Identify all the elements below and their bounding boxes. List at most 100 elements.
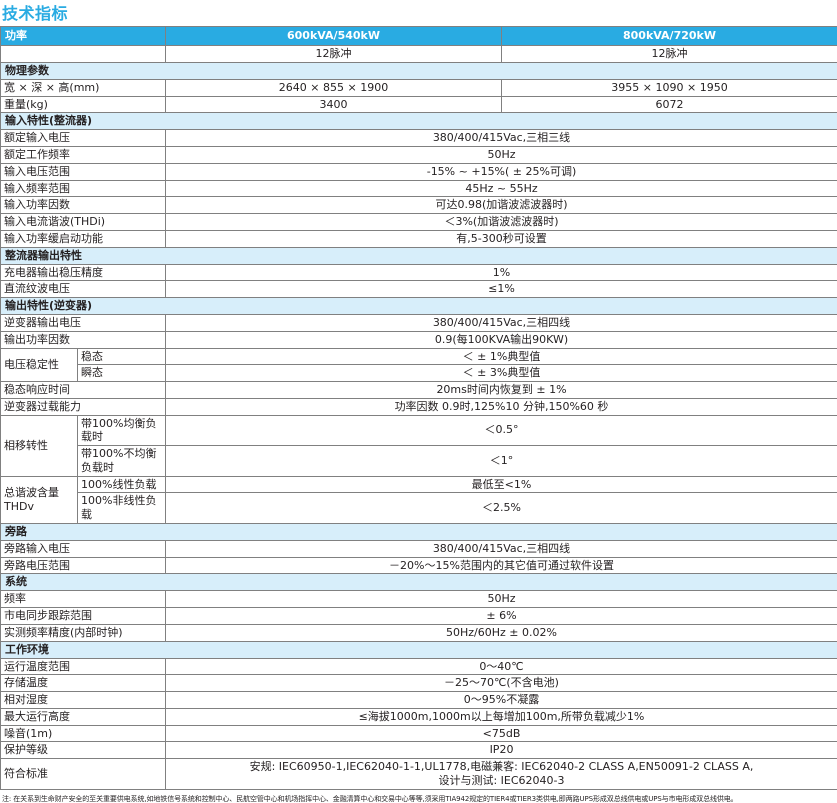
table-section-band: 系统 [1, 574, 837, 591]
table-row: 输入电压范围-15% ~ +15%( ± 25%可调) [1, 163, 837, 180]
cell-value: ≤1% [166, 281, 837, 298]
table-section-band: 整流器输出特性 [1, 247, 837, 264]
row-label: 充电器输出稳压精度 [1, 264, 166, 281]
cell-value: ＜3%(加谐波滤波器时) [166, 214, 837, 231]
cell-value: 可达0.98(加谐波滤波器时) [166, 197, 837, 214]
row-label: 宽 × 深 × 高(mm) [1, 79, 166, 96]
table-row: 直流纹波电压≤1% [1, 281, 837, 298]
cell-value: -15% ~ +15%( ± 25%可调) [166, 163, 837, 180]
cell-value: 0～95%不凝露 [166, 692, 837, 709]
table-row: 市电同步跟踪范围± 6% [1, 608, 837, 625]
cell-value: ＜2.5% [166, 493, 837, 524]
row-label: 额定输入电压 [1, 130, 166, 147]
cell-model-600: 3400 [166, 96, 502, 113]
section-title: 系统 [1, 574, 837, 591]
row-label: 逆变器过载能力 [1, 398, 166, 415]
table-section-band: 输入特性(整流器) [1, 113, 837, 130]
table-row: 输入功率因数可达0.98(加谐波滤波器时) [1, 197, 837, 214]
row-sublabel: 100%非线性负载 [78, 493, 166, 524]
row-sublabel: 稳态 [78, 348, 166, 365]
model-800-header: 800kVA/720kW [502, 27, 837, 46]
cell-value: 最低至<1% [166, 476, 837, 493]
cell-value: ＜1° [166, 446, 837, 477]
row-sublabel: 带100%均衡负载时 [78, 415, 166, 446]
row-label: 频率 [1, 591, 166, 608]
cell-value: 45Hz ~ 55Hz [166, 180, 837, 197]
row-label: 相对湿度 [1, 692, 166, 709]
row-label: 实测频率精度(内部时钟) [1, 624, 166, 641]
row-label: 输入频率范围 [1, 180, 166, 197]
row-label: 市电同步跟踪范围 [1, 608, 166, 625]
table-row: 实测频率精度(内部时钟)50Hz/60Hz ± 0.02% [1, 624, 837, 641]
table-row: 符合标准安规: IEC60950-1,IEC62040-1-1,UL1778,电… [1, 759, 837, 790]
section-title: 输入特性(整流器) [1, 113, 837, 130]
cell-value: 380/400/415Vac,三相三线 [166, 130, 837, 147]
table-section-band: 旁路 [1, 523, 837, 540]
table-row: 100%非线性负载＜2.5% [1, 493, 837, 524]
cell-value: ＜ ± 1%典型值 [166, 348, 837, 365]
cell-model-800: 6072 [502, 96, 837, 113]
cell-value: －20%～15%范围内的其它值可通过软件设置 [166, 557, 837, 574]
footnote: 注: 在关系到生命财产安全的至关重要供电系统,如地铁信号系统和控制中心、民航空管… [0, 790, 837, 803]
cell-model-600: 2640 × 855 × 1900 [166, 79, 502, 96]
cell-value: －25～70℃(不含电池) [166, 675, 837, 692]
row-label: 重量(kg) [1, 96, 166, 113]
table-row: 输入电流谐波(THDi)＜3%(加谐波滤波器时) [1, 214, 837, 231]
table-row: 电压稳定性稳态＜ ± 1%典型值 [1, 348, 837, 365]
model-600-header: 600kVA/540kW [166, 27, 502, 46]
table-row: 输入功率缓启动功能有,5-300秒可设置 [1, 230, 837, 247]
cell-value: 20ms时间内恢复到 ± 1% [166, 382, 837, 399]
row-label [1, 46, 166, 63]
row-sublabel: 瞬态 [78, 365, 166, 382]
row-label: 逆变器输出电压 [1, 315, 166, 332]
cell-value: <75dB [166, 725, 837, 742]
cell-value: IP20 [166, 742, 837, 759]
row-label: 输入功率因数 [1, 197, 166, 214]
cell-value: 380/400/415Vac,三相四线 [166, 315, 837, 332]
cell-value: 安规: IEC60950-1,IEC62040-1-1,UL1778,电磁兼客:… [166, 759, 837, 790]
table-section-band: 工作环境 [1, 641, 837, 658]
section-title: 工作环境 [1, 641, 837, 658]
cell-model-600: 12脉冲 [166, 46, 502, 63]
cell-value: ＜0.5° [166, 415, 837, 446]
cell-value: ± 6% [166, 608, 837, 625]
row-label: 符合标准 [1, 759, 166, 790]
row-sublabel: 带100%不均衡负载时 [78, 446, 166, 477]
row-label: 输出功率因数 [1, 331, 166, 348]
table-row: 带100%不均衡负载时＜1° [1, 446, 837, 477]
row-label: 噪音(1m) [1, 725, 166, 742]
section-title: 输出特性(逆变器) [1, 298, 837, 315]
page-title: 技术指标 [0, 0, 837, 26]
cell-value: 功率因数 0.9时,125%10 分钟,150%60 秒 [166, 398, 837, 415]
table-section-band: 物理参数 [1, 62, 837, 79]
cell-value: 有,5-300秒可设置 [166, 230, 837, 247]
row-label: 运行温度范围 [1, 658, 166, 675]
cell-model-800: 12脉冲 [502, 46, 837, 63]
row-label: 保护等级 [1, 742, 166, 759]
row-label: 输入电流谐波(THDi) [1, 214, 166, 231]
row-label: 存储温度 [1, 675, 166, 692]
row-label: 电压稳定性 [1, 348, 78, 382]
table-row: 瞬态＜ ± 3%典型值 [1, 365, 837, 382]
section-title: 整流器输出特性 [1, 247, 837, 264]
row-sublabel: 100%线性负载 [78, 476, 166, 493]
row-label: 直流纹波电压 [1, 281, 166, 298]
cell-value: 1% [166, 264, 837, 281]
